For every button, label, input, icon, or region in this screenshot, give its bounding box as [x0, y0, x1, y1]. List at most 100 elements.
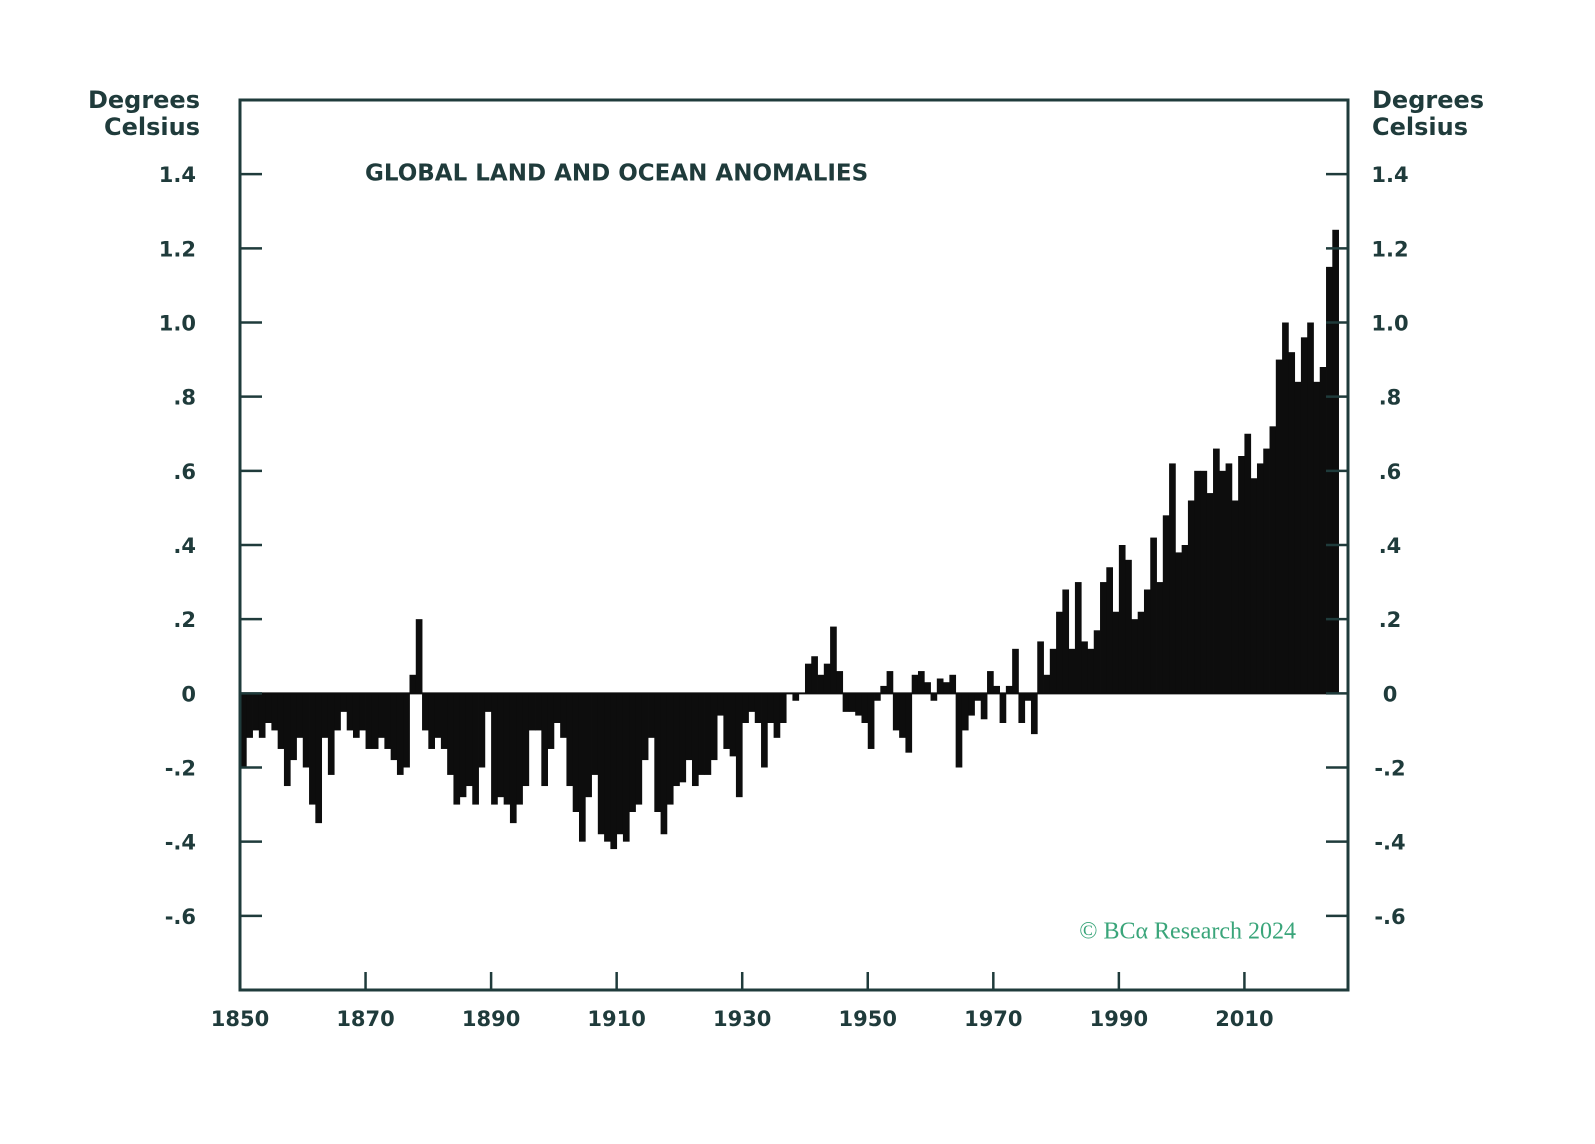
- bar: [1200, 470, 1208, 694]
- y2-tick-label: 1.0: [1371, 312, 1408, 336]
- bar: [403, 693, 410, 768]
- bar: [315, 693, 323, 824]
- bar: [1100, 582, 1107, 694]
- bar: [968, 693, 975, 716]
- bar: [861, 693, 869, 723]
- bar: [440, 693, 448, 749]
- y2-tick-label: -.2: [1374, 757, 1405, 781]
- bar: [648, 693, 655, 738]
- bar: [1263, 448, 1270, 694]
- bar: [1024, 693, 1032, 701]
- bar: [1307, 322, 1314, 694]
- bar: [710, 693, 718, 761]
- bar: [673, 693, 680, 787]
- y2-tick-label: 1.4: [1371, 163, 1408, 187]
- bar: [987, 671, 994, 694]
- bar: [899, 693, 906, 738]
- y2-axis-label: Celsius: [1372, 113, 1468, 141]
- bar: [541, 693, 549, 787]
- bar: [1206, 493, 1214, 694]
- y2-tick-label: 1.2: [1371, 237, 1408, 261]
- y2-tick-label: .6: [1379, 460, 1402, 484]
- bar: [422, 693, 429, 731]
- bar: [823, 663, 831, 694]
- bar: [1125, 559, 1132, 694]
- bar: [848, 693, 856, 712]
- bar: [955, 693, 963, 768]
- bar: [1068, 648, 1076, 694]
- y2-axis-label: Degrees: [1372, 86, 1484, 114]
- bar: [1300, 337, 1308, 694]
- bar: [1250, 478, 1258, 694]
- y-tick-label: .2: [173, 608, 196, 632]
- bar: [1231, 500, 1239, 694]
- bar: [924, 682, 931, 694]
- bar: [591, 693, 599, 775]
- bar: [811, 656, 818, 694]
- copyright: © BCα Research 2024: [1079, 919, 1296, 945]
- bar: [1332, 229, 1339, 694]
- bar: [415, 619, 423, 694]
- bar: [767, 693, 774, 723]
- x-tick-label: 1890: [462, 1007, 520, 1031]
- bar: [283, 693, 291, 787]
- bar: [271, 693, 279, 731]
- y2-tick-label: .4: [1379, 534, 1402, 558]
- bar: [943, 682, 950, 694]
- bar: [365, 693, 373, 749]
- bar: [779, 693, 787, 723]
- y2-tick-label: .8: [1379, 386, 1402, 410]
- bar: [723, 693, 731, 749]
- y-axis-label: Celsius: [104, 113, 200, 141]
- bar: [258, 693, 266, 738]
- bar: [1187, 500, 1195, 694]
- bar: [616, 693, 624, 835]
- bar: [1256, 463, 1264, 694]
- bar: [528, 693, 536, 731]
- bar: [478, 693, 486, 768]
- bar: [1049, 648, 1057, 694]
- bar: [1018, 693, 1026, 723]
- bar: [566, 693, 574, 787]
- bar: [1162, 515, 1170, 694]
- bar: [880, 685, 887, 694]
- bar: [1326, 266, 1333, 694]
- bar: [660, 693, 668, 835]
- bar: [1194, 470, 1201, 694]
- bar: [604, 693, 611, 842]
- y-tick-label: 1.0: [159, 312, 196, 336]
- bar: [679, 693, 687, 783]
- bar: [1112, 611, 1120, 694]
- bar: [892, 693, 900, 731]
- bar: [610, 693, 618, 850]
- bar: [1137, 611, 1145, 694]
- bar: [855, 693, 862, 716]
- bar: [1156, 582, 1164, 694]
- bar: [302, 693, 310, 768]
- bar: [1081, 641, 1088, 694]
- bar: [327, 693, 335, 775]
- y-tick-label: .4: [173, 534, 196, 558]
- bar: [522, 693, 530, 787]
- bar: [396, 693, 404, 775]
- bar: [1225, 463, 1233, 694]
- y-tick-label: 1.4: [159, 163, 196, 187]
- bar: [629, 693, 636, 812]
- bar: [830, 626, 837, 694]
- bar: [516, 693, 523, 805]
- bar: [1030, 693, 1038, 735]
- y2-tick-label: .2: [1379, 608, 1402, 632]
- bar: [1150, 537, 1157, 694]
- bar: [792, 693, 800, 701]
- bar: [685, 693, 693, 761]
- bar: [277, 693, 285, 749]
- x-tick-label: 1950: [839, 1007, 897, 1031]
- bar: [936, 678, 944, 694]
- bar: [930, 693, 938, 701]
- bar: [1143, 589, 1151, 694]
- bar: [465, 693, 473, 787]
- y2-tick-label: 0: [1383, 682, 1398, 706]
- x-tick-label: 1910: [587, 1007, 645, 1031]
- bar: [717, 693, 724, 716]
- y-tick-label: .6: [173, 460, 196, 484]
